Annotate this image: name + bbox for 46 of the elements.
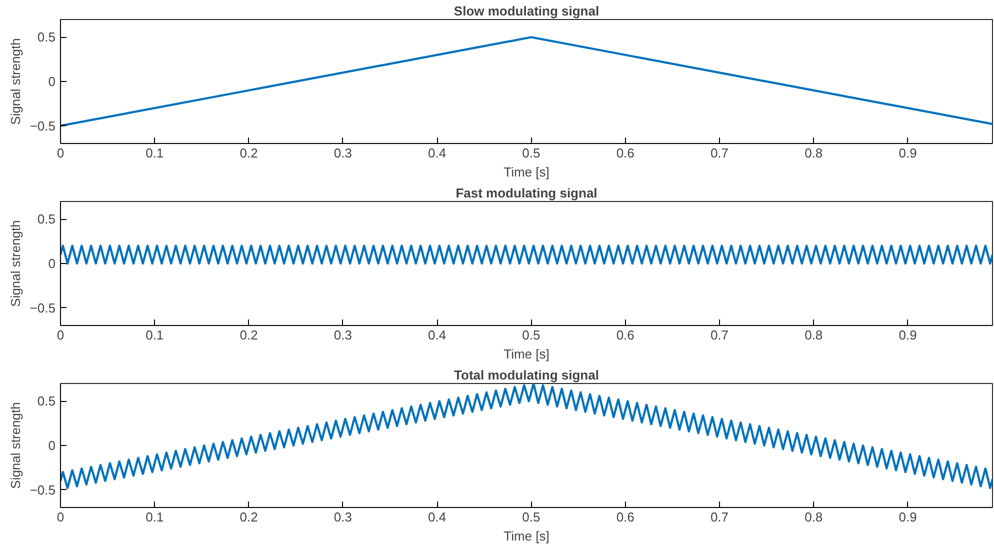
x-tick-label: 0.7 — [710, 146, 729, 160]
line-series — [60, 384, 992, 490]
x-tick-label: 0.5 — [522, 328, 540, 342]
x-tick-label: 0.8 — [804, 510, 823, 524]
x-tick-label: 0.5 — [522, 510, 540, 524]
x-tick-label: 0.7 — [710, 328, 729, 342]
y-tick-label: 0.5 — [37, 30, 56, 45]
x-tick-label: 0.4 — [428, 328, 446, 342]
x-tick-label: 0.4 — [428, 510, 446, 524]
y-axis-title: Signal strength — [8, 38, 23, 125]
y-tick-label: −0.5 — [30, 118, 56, 134]
x-tick-label: 0.9 — [898, 146, 917, 160]
x-axis-title: Time [s] — [504, 528, 550, 544]
x-tick-label: 0.6 — [616, 510, 634, 524]
y-tick-label: 0.5 — [37, 394, 56, 409]
x-tick-label: 0.6 — [616, 328, 634, 342]
x-tick-label: 0.9 — [898, 328, 917, 342]
x-tick-label: 0.2 — [240, 146, 258, 160]
x-tick-label: 0.1 — [146, 510, 164, 524]
x-tick-label: 0.3 — [334, 510, 352, 524]
x-tick-label: 0.8 — [804, 146, 823, 160]
x-axis-title: Time [s] — [504, 164, 550, 180]
chart-title: Slow modulating signal — [454, 4, 600, 18]
y-axis-title: Signal strength — [8, 220, 23, 307]
x-tick-label: 0.4 — [428, 146, 446, 160]
x-tick-label: 0.5 — [522, 146, 540, 160]
x-tick-label: 0.3 — [334, 328, 352, 342]
x-tick-label: 0.1 — [146, 146, 164, 160]
chart-title: Total modulating signal — [454, 368, 599, 382]
x-tick-label: 0.6 — [616, 146, 634, 160]
x-tick-label: 0.7 — [710, 510, 729, 524]
y-tick-label: −0.5 — [30, 482, 56, 498]
y-tick-label: −0.5 — [30, 300, 56, 316]
y-tick-label: 0 — [48, 438, 56, 453]
y-axis-title: Signal strength — [8, 402, 23, 489]
x-tick-label: 0.2 — [240, 328, 258, 342]
y-tick-label: 0 — [48, 74, 56, 89]
chart-title: Fast modulating signal — [456, 186, 598, 200]
x-tick-label: 0.9 — [898, 510, 917, 524]
x-axis-title: Time [s] — [504, 346, 550, 362]
y-tick-label: 0.5 — [37, 212, 56, 227]
x-tick-label: 0.2 — [240, 510, 258, 524]
x-tick-label: 0.8 — [804, 328, 823, 342]
y-tick-label: 0 — [48, 256, 56, 271]
x-tick-label: 0.1 — [146, 328, 164, 342]
x-tick-label: 0.3 — [334, 146, 352, 160]
